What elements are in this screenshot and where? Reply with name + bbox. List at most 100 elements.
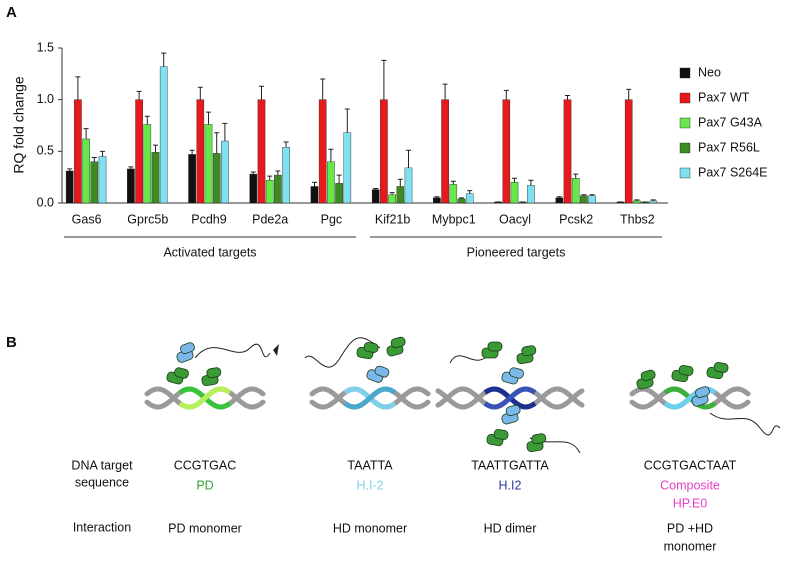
dna-site xyxy=(178,386,232,410)
y-tick-label: 0.0 xyxy=(37,195,54,209)
error-bar xyxy=(512,177,517,183)
error-bar xyxy=(128,166,134,169)
error-bar xyxy=(442,83,448,100)
linker xyxy=(304,337,381,368)
bar xyxy=(90,161,99,204)
bar xyxy=(441,99,449,204)
helix xyxy=(521,345,537,357)
bar xyxy=(74,99,82,204)
x-tick-label: Gas6 xyxy=(72,212,102,226)
bar xyxy=(204,124,213,204)
linker xyxy=(709,412,781,436)
protein-domain xyxy=(516,345,537,365)
error-bar xyxy=(565,95,570,100)
bar xyxy=(335,183,343,204)
bar xyxy=(98,156,107,204)
site-name: HP.E0 xyxy=(673,496,708,510)
bar xyxy=(282,146,290,204)
legend-swatch xyxy=(679,167,691,179)
bar xyxy=(151,152,160,204)
error-bar xyxy=(100,150,105,157)
protein-domain xyxy=(356,342,379,360)
panel-label: B xyxy=(6,334,17,351)
dna-sequence: CCGTGACTAAT xyxy=(644,458,737,472)
bar xyxy=(310,186,319,204)
error-bar xyxy=(650,199,656,201)
interaction: HD dimer xyxy=(484,521,537,535)
legend-swatch xyxy=(679,142,691,154)
helix xyxy=(493,429,509,440)
bar xyxy=(624,99,633,204)
bar xyxy=(221,140,229,204)
bar xyxy=(343,132,352,204)
error-bar xyxy=(336,174,342,184)
bar xyxy=(274,174,282,204)
error-bar xyxy=(206,111,211,125)
error-bar xyxy=(581,194,587,196)
helix xyxy=(206,367,222,379)
bar xyxy=(188,154,196,204)
bar xyxy=(318,99,327,204)
bar xyxy=(527,185,535,204)
error-bar xyxy=(267,175,273,181)
error-bar xyxy=(320,78,326,100)
dna-sequence: TAATTA xyxy=(347,458,393,472)
bar xyxy=(510,182,519,204)
helix xyxy=(180,342,195,355)
y-tick-label: 1.5 xyxy=(37,40,54,54)
helix xyxy=(374,365,390,378)
error-bar xyxy=(136,90,142,100)
bar xyxy=(649,200,658,204)
y-axis-label: RQ fold change xyxy=(11,76,27,173)
error-bar xyxy=(144,115,150,125)
site-name: H.I-2 xyxy=(356,478,383,492)
legend-swatch xyxy=(679,117,691,129)
protein-domain xyxy=(201,367,222,387)
row-label: Interaction xyxy=(73,520,131,534)
protein-domain xyxy=(176,342,195,363)
error-bar xyxy=(214,132,220,154)
y-tick-label: 0.5 xyxy=(37,144,54,158)
helix xyxy=(640,369,656,382)
x-tick-label: Gprc5b xyxy=(127,212,168,226)
error-bar xyxy=(222,122,228,141)
error-bar xyxy=(450,180,456,185)
legend-swatch xyxy=(679,67,691,79)
error-bar xyxy=(397,178,403,187)
bar xyxy=(580,195,588,204)
protein-domain xyxy=(691,386,710,407)
error-bar xyxy=(634,199,640,201)
bar xyxy=(555,197,564,204)
bar xyxy=(82,138,90,204)
protein-domain xyxy=(481,341,503,359)
error-bar xyxy=(197,86,203,100)
x-tick-label: Kif21b xyxy=(375,212,410,226)
legend-label: Pax7 S264E xyxy=(698,165,768,179)
x-tick-label: Oacyl xyxy=(499,212,531,226)
site-name: Composite xyxy=(660,478,720,492)
group-label: Pioneered targets xyxy=(467,245,566,259)
bar xyxy=(327,161,335,204)
protein-domain xyxy=(706,362,729,380)
error-bar xyxy=(434,196,440,198)
tail-end xyxy=(273,344,279,356)
error-bar xyxy=(189,149,195,155)
bar xyxy=(449,184,458,204)
bar xyxy=(65,170,74,204)
error-bar xyxy=(91,157,97,162)
bar xyxy=(265,180,274,204)
panel-label: A xyxy=(6,4,17,21)
error-bar xyxy=(573,173,579,179)
bar xyxy=(212,153,221,204)
helix xyxy=(695,386,710,399)
error-bar xyxy=(589,194,595,196)
error-bar xyxy=(328,148,334,162)
protein-domain xyxy=(366,365,390,383)
interaction: monomer xyxy=(664,539,717,553)
x-tick-label: Pcsk2 xyxy=(559,212,593,226)
bar xyxy=(143,124,152,204)
row-label: DNA target xyxy=(71,458,133,472)
error-bar xyxy=(389,192,395,195)
bar xyxy=(371,189,380,204)
